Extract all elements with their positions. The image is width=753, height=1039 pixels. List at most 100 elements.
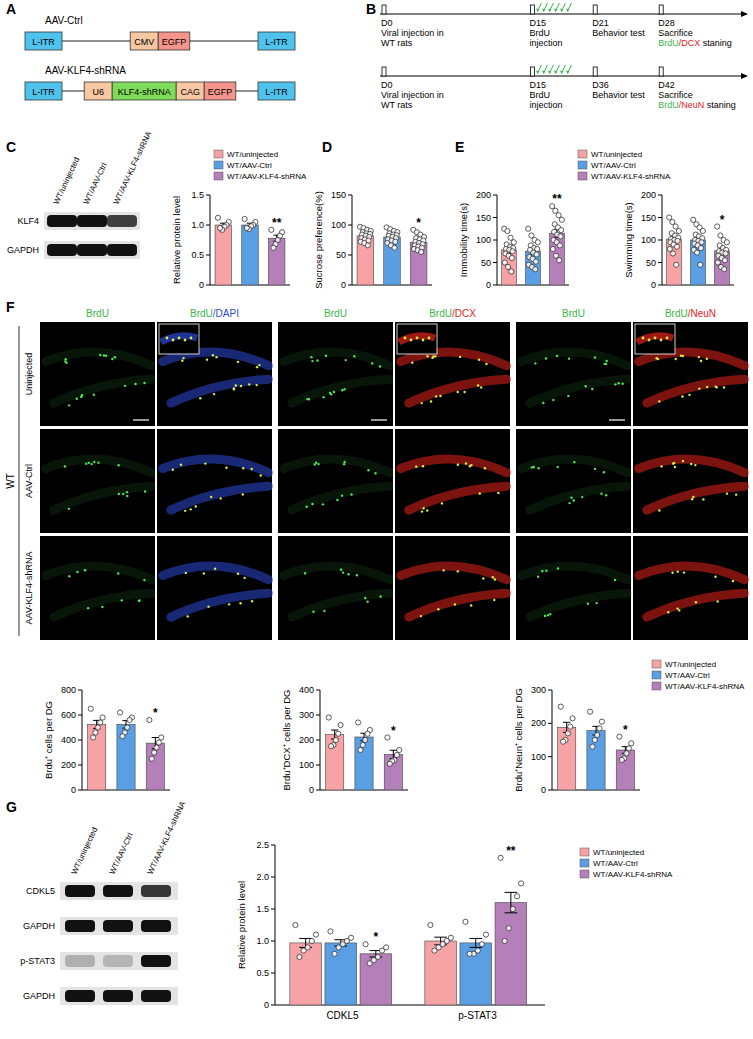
labelled-cell [333, 391, 335, 393]
tissue-layer [522, 459, 628, 473]
y-tick [493, 240, 497, 241]
labelled-cell [672, 462, 674, 464]
data-point [159, 735, 164, 740]
labelled-cell [122, 493, 124, 495]
element-label: L-ITR [265, 37, 288, 47]
y-tick [316, 690, 320, 691]
timeline-tick [531, 67, 535, 76]
tissue-layer [54, 593, 152, 617]
micrograph [157, 536, 272, 640]
group-bracket [19, 326, 20, 636]
timeline-day: D0 [381, 80, 393, 90]
timeline-axis [380, 14, 744, 15]
legend: WT/uninjectedWT/AAV-CtrlWT/AAV-KLF4-shRN… [578, 150, 671, 181]
data-point [511, 240, 516, 245]
data-point [698, 262, 703, 267]
labelled-cell [237, 573, 239, 575]
tissue-layer [284, 352, 390, 366]
y-tick-label: 400 [299, 685, 314, 695]
y-tick-label: 0 [341, 280, 346, 290]
chart: 0200400600800Brdu⁺ cells per DG* [43, 685, 170, 795]
data-point [479, 942, 484, 947]
panel-letter: G [6, 799, 17, 815]
data-point [670, 251, 675, 256]
labelled-cell [90, 463, 92, 465]
labelled-cell [726, 492, 728, 494]
y-tick-label: 100 [641, 235, 656, 245]
y-axis [210, 195, 211, 285]
significance: * [623, 723, 628, 737]
data-point [592, 737, 597, 742]
bar [242, 225, 259, 285]
labelled-cell [691, 498, 693, 500]
labelled-cell [344, 359, 346, 361]
data-point [587, 709, 592, 714]
y-tick-label: 0 [651, 280, 656, 290]
y-tick [78, 765, 82, 766]
blot-band [103, 920, 133, 932]
labelled-cell [242, 493, 244, 495]
legend-label: WT/AAV-KLF4-shRNA [227, 172, 307, 181]
data-point [509, 269, 514, 274]
element-label: CMV [134, 37, 154, 47]
bar [88, 724, 106, 790]
bar [691, 240, 706, 285]
labelled-cell [101, 606, 103, 608]
blot-membrane [44, 212, 140, 230]
data-point [393, 239, 398, 244]
chart: 050100150200Immobility time(s)**WT/uninj… [458, 150, 671, 290]
labelled-cell [322, 396, 324, 398]
legend-label: WT/uninjected [593, 848, 644, 857]
significance: ** [506, 844, 516, 858]
data-point [505, 264, 510, 269]
inset-cell [190, 337, 193, 340]
y-tick [206, 195, 210, 196]
data-point [568, 724, 573, 729]
bar [325, 943, 357, 1005]
tissue-layer [530, 379, 628, 403]
labelled-cell [426, 509, 428, 511]
labelled-cell [698, 387, 700, 389]
timeline-day: D15 [530, 18, 547, 28]
data-point [336, 945, 341, 950]
y-tick-label: 400 [61, 735, 76, 745]
labelled-cell [124, 385, 126, 387]
stain-part: /DCX [679, 38, 701, 48]
plot-area [88, 706, 165, 790]
labelled-cell [732, 580, 734, 582]
y-tick-label: 1.0 [256, 936, 269, 946]
injection-arrowhead [560, 9, 563, 13]
bar [616, 750, 634, 790]
injection-arrowhead [542, 9, 545, 13]
y-tick [348, 195, 352, 196]
labelled-cell [126, 495, 128, 497]
labelled-cell [537, 467, 539, 469]
labelled-cell [190, 508, 192, 510]
construct-name: AAV-Ctrl [45, 15, 83, 26]
data-point [557, 258, 562, 263]
y-tick [206, 285, 210, 286]
y-tick [658, 217, 662, 218]
labelled-cell [552, 399, 554, 401]
labelled-cell [470, 604, 472, 606]
tissue-layer [530, 593, 628, 617]
labelled-cell [93, 461, 95, 463]
tissue-layer [647, 593, 745, 617]
y-tick-label: 50 [481, 258, 491, 268]
tissue-layer [401, 566, 507, 580]
bar [425, 941, 457, 1005]
labelled-cell [673, 462, 675, 464]
chart: 0100200300Brdu⁺Neun⁺ cells per DG*WT/uni… [513, 660, 745, 795]
header-part: BrdU [86, 308, 109, 319]
significance: * [374, 930, 379, 944]
labelled-cell [457, 391, 459, 393]
micrograph [395, 429, 510, 533]
labelled-cell [215, 356, 217, 358]
y-tick [78, 715, 82, 716]
data-point [722, 258, 727, 263]
data-point [559, 217, 564, 222]
labelled-cell [353, 355, 355, 357]
labelled-cell [117, 464, 119, 466]
significance: * [153, 706, 158, 720]
labelled-cell [533, 466, 535, 468]
